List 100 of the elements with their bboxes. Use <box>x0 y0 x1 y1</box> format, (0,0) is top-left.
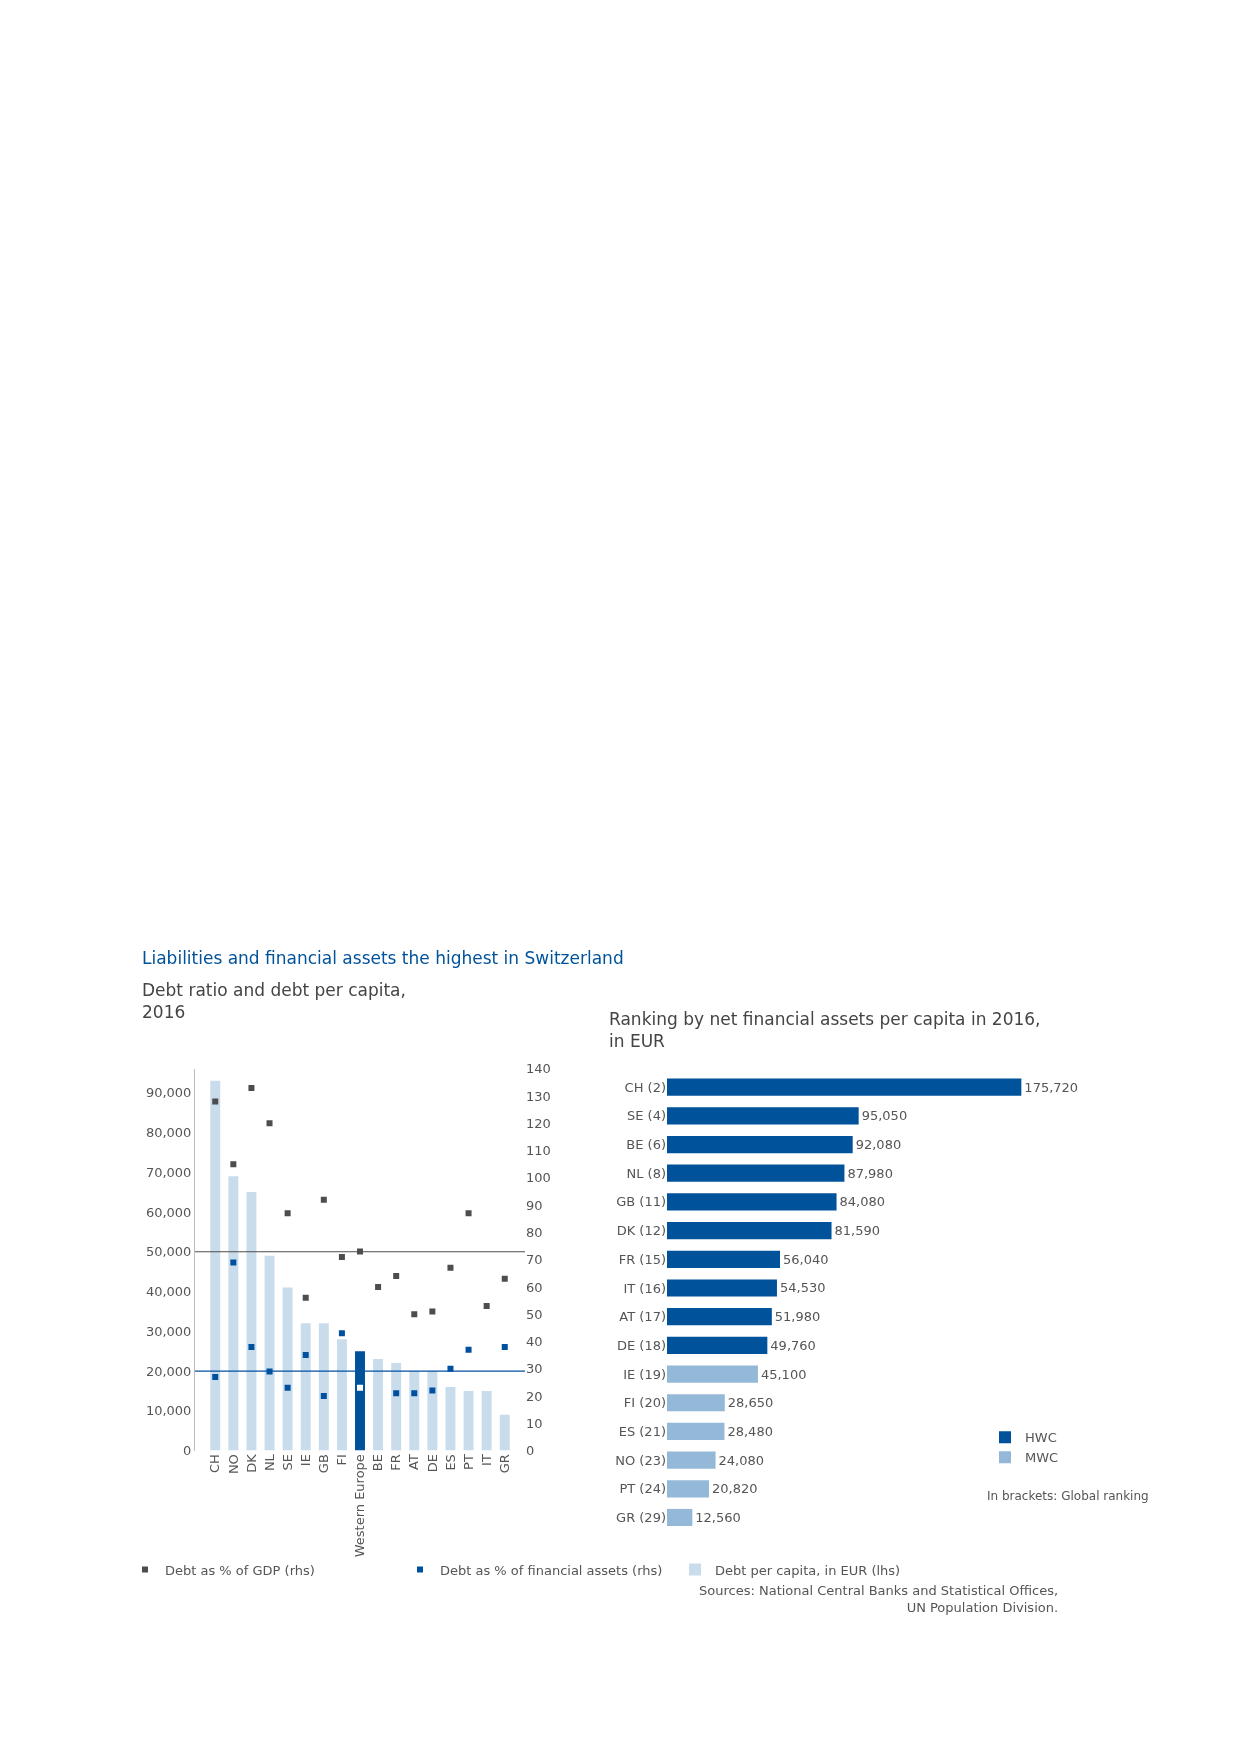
y2-tick-label: 50 <box>526 1306 543 1322</box>
y-tick-label: DK (12) <box>616 1223 666 1239</box>
point <box>393 1273 400 1280</box>
y-tick-label: FI (20) <box>623 1395 666 1411</box>
y-tick-label: 30,000 <box>145 1323 192 1339</box>
bar <box>667 1279 777 1297</box>
point <box>411 1390 418 1397</box>
x-tick-label: CH <box>207 1454 223 1474</box>
point <box>338 1253 345 1260</box>
y-tick-label: 40,000 <box>145 1284 192 1300</box>
bar <box>318 1323 329 1451</box>
y2-tick-label: 60 <box>526 1279 543 1295</box>
data-label: 24,080 <box>718 1452 765 1468</box>
bar <box>667 1394 725 1412</box>
data-label: 28,480 <box>727 1423 773 1439</box>
point <box>302 1352 309 1359</box>
y-tick-label: IT (16) <box>623 1280 666 1296</box>
chart-title: Liabilities and financial assets the highest in Switzerland <box>142 948 624 968</box>
point <box>447 1264 454 1271</box>
bar <box>228 1176 239 1451</box>
y-tick-label: 10,000 <box>145 1403 192 1419</box>
point <box>248 1343 255 1350</box>
y-tick-label: IE (19) <box>623 1366 666 1382</box>
point <box>465 1210 472 1217</box>
bar <box>336 1339 347 1451</box>
y2-tick-label: 30 <box>526 1361 543 1377</box>
x-tick-label: IE <box>297 1454 313 1467</box>
chart-title: Ranking by net financial assets per capita in 2016, in EUR <box>609 1009 1041 1052</box>
bar <box>667 1308 772 1326</box>
chart-subtitle: Debt ratio and debt per capita, 2016 <box>142 980 406 1023</box>
legend-label: MWC <box>1025 1450 1059 1466</box>
data-label: 51,980 <box>774 1309 821 1325</box>
point <box>284 1210 291 1217</box>
y-tick-label: DE (18) <box>616 1337 666 1353</box>
bar <box>264 1255 275 1451</box>
bar <box>409 1371 420 1451</box>
point <box>411 1311 418 1318</box>
bar <box>667 1135 853 1154</box>
bar <box>463 1390 474 1451</box>
bar <box>481 1390 492 1451</box>
point <box>284 1384 291 1391</box>
y-tick-label: 20,000 <box>145 1363 192 1379</box>
y2-tick-label: 130 <box>526 1088 551 1104</box>
y-tick-label: 90,000 <box>145 1085 192 1101</box>
point <box>230 1161 237 1168</box>
point <box>465 1346 472 1353</box>
x-tick-label: Western Europe <box>352 1454 368 1558</box>
data-label: 81,590 <box>834 1223 881 1239</box>
y-tick-label: 60,000 <box>145 1204 192 1220</box>
data-label: 92,080 <box>855 1137 902 1153</box>
data-label: 28,650 <box>727 1395 774 1411</box>
data-label: 84,080 <box>839 1194 886 1210</box>
bar <box>667 1365 758 1383</box>
point <box>320 1393 327 1400</box>
bar <box>667 1422 725 1441</box>
data-label: 175,720 <box>1024 1079 1079 1095</box>
data-label: 12,560 <box>695 1510 741 1525</box>
bar <box>667 1193 837 1211</box>
point <box>393 1390 400 1397</box>
y2-tick-label: 80 <box>526 1224 543 1240</box>
y2-tick-label: 20 <box>526 1388 543 1404</box>
point <box>501 1343 508 1350</box>
bar <box>210 1080 221 1451</box>
bar <box>300 1323 311 1451</box>
bar <box>667 1336 768 1354</box>
point <box>320 1196 327 1203</box>
point <box>248 1084 255 1091</box>
data-label: 87,980 <box>847 1165 893 1181</box>
data-label: 56,040 <box>783 1251 829 1267</box>
point <box>429 1308 436 1315</box>
y2-tick-label: 100 <box>526 1170 551 1186</box>
y-tick-label: BE (6) <box>626 1137 666 1153</box>
point <box>212 1373 219 1380</box>
y-tick-label: FR (15) <box>618 1251 666 1267</box>
legend-label: Debt per capita, in EUR (lhs) <box>715 1562 901 1578</box>
y-tick-label: AT (17) <box>619 1309 666 1325</box>
y2-tick-label: 40 <box>526 1334 543 1350</box>
bar <box>667 1451 716 1469</box>
x-tick-label: BE <box>370 1454 386 1472</box>
bar <box>427 1371 438 1451</box>
point <box>266 1120 273 1127</box>
y2-tick-label: 70 <box>526 1252 543 1268</box>
y2-tick-label: 140 <box>526 1061 551 1077</box>
y-tick-label: NO (23) <box>615 1452 666 1468</box>
source-note: Sources: National Central Banks and Statistical Offices, UN Population Division. <box>699 1583 1059 1615</box>
legend-label: HWC <box>1025 1430 1057 1446</box>
y2-tick-label: 10 <box>526 1415 543 1431</box>
y-tick-label: CH (2) <box>624 1079 666 1095</box>
y2-tick-label: 90 <box>526 1197 543 1213</box>
x-tick-label: AT <box>406 1454 422 1470</box>
y-tick-label: 70,000 <box>145 1164 192 1180</box>
x-tick-label: GR <box>496 1454 512 1474</box>
point <box>357 1384 363 1391</box>
y-tick-label: GB (11) <box>616 1194 666 1210</box>
y2-tick-label: 110 <box>526 1143 551 1159</box>
legend-label: Debt as % of GDP (rhs) <box>165 1562 315 1578</box>
x-tick-label: DE <box>424 1454 440 1473</box>
y-tick-label: 50,000 <box>145 1244 192 1260</box>
bar <box>667 1480 709 1498</box>
point <box>212 1098 219 1105</box>
